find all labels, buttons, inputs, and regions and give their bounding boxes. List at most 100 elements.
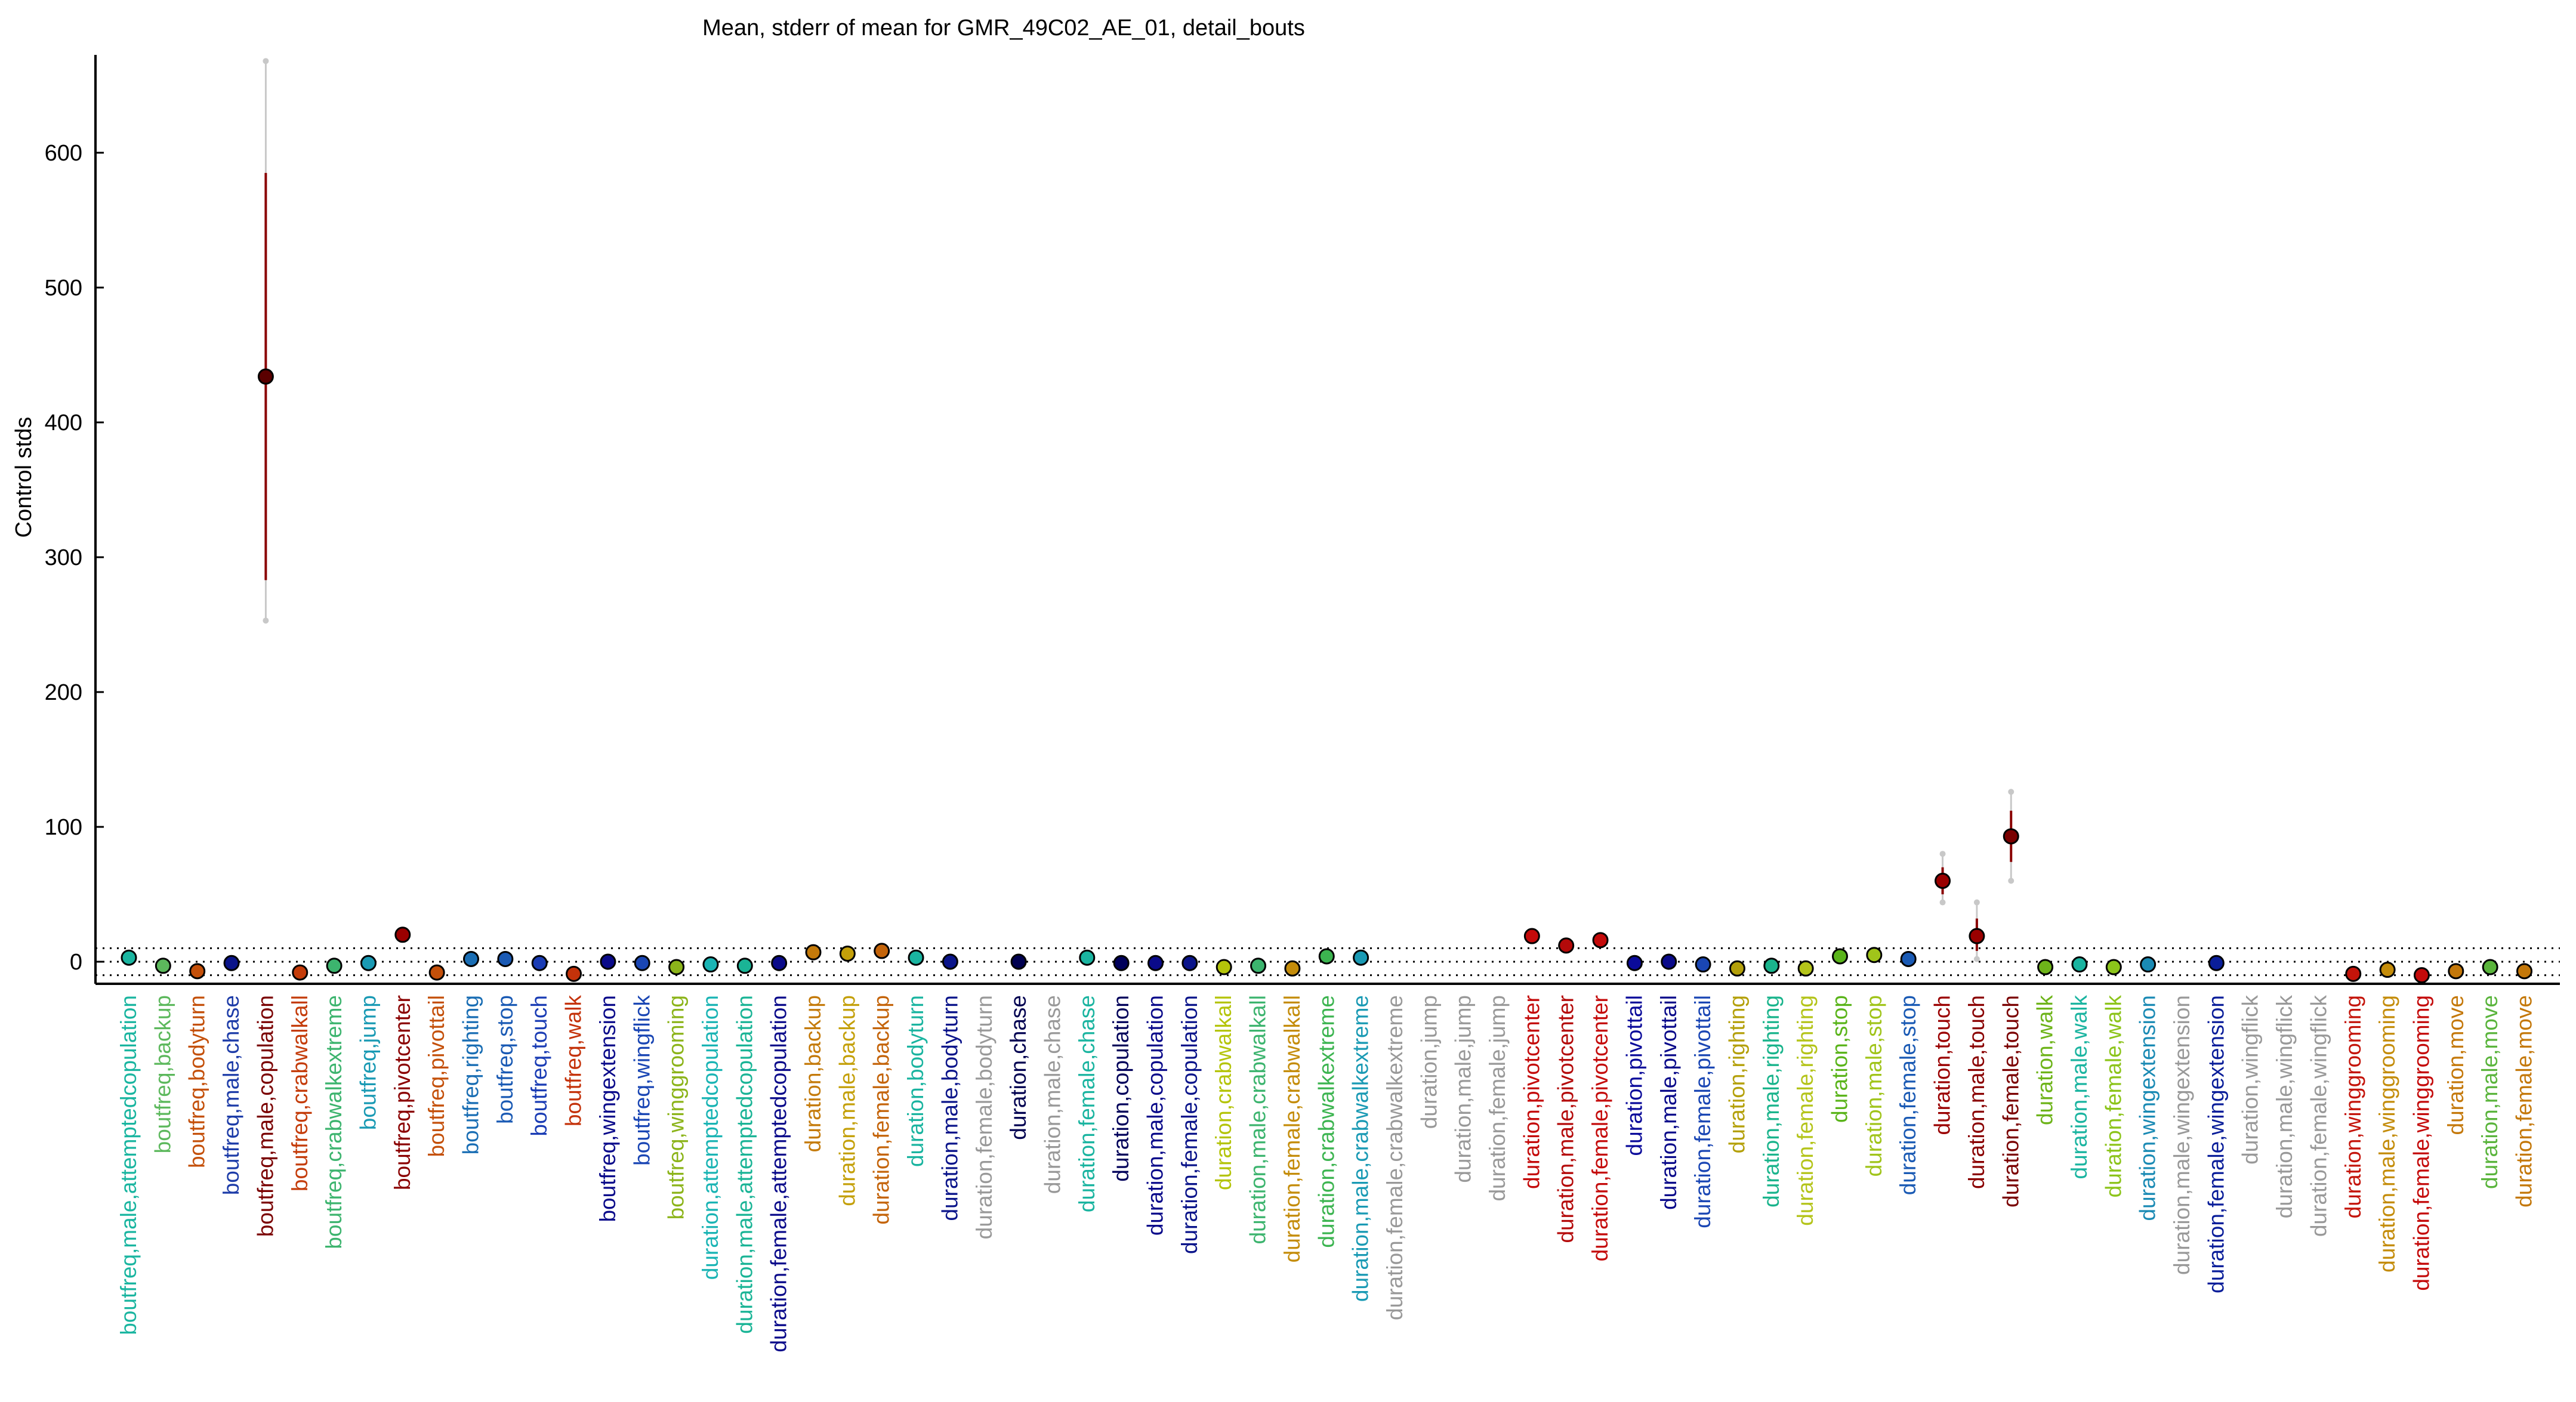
data-point: [1695, 956, 1711, 973]
data-point: [634, 955, 650, 971]
data-point: [1626, 955, 1643, 971]
x-tick-label: duration,male,backup: [835, 995, 859, 1206]
y-tick-label: 500: [45, 276, 82, 301]
data-point: [2140, 956, 2157, 973]
x-tick-label: duration,backup: [801, 995, 825, 1152]
x-tick-label: duration,attemptedcopulation: [698, 995, 723, 1280]
x-tick-label: boutfreq,crabwalkextreme: [322, 995, 346, 1249]
data-point: [2345, 965, 2362, 982]
x-tick-label: duration,male,wingextension: [2170, 995, 2194, 1275]
x-tick-label: duration,righting: [1724, 995, 1749, 1153]
data-point: [702, 956, 719, 973]
x-tick-label: duration,female,copulation: [1177, 995, 1202, 1254]
x-tick-label: duration,female,jump: [1485, 995, 1510, 1202]
x-tick-label: duration,female,backup: [869, 995, 894, 1225]
x-tick-label: boutfreq,male,attemptedcopulation: [116, 995, 141, 1335]
x-tick-label: duration,male,pivottail: [1656, 995, 1681, 1210]
data-point: [360, 955, 377, 971]
x-tick-label: duration,male,pivotcenter: [1554, 995, 1578, 1243]
data-point: [1079, 949, 1096, 966]
data-point: [2413, 967, 2430, 984]
data-point: [326, 958, 343, 974]
data-point: [2379, 962, 2396, 978]
x-tick-label: duration,bodyturn: [903, 995, 928, 1167]
x-tick-label: boutfreq,wingflick: [630, 995, 654, 1166]
x-tick-label: boutfreq,wingextension: [596, 995, 620, 1222]
data-point: [2071, 956, 2088, 973]
data-point: [394, 927, 411, 943]
data-point: [908, 949, 924, 966]
data-point: [805, 944, 822, 961]
x-tick-labels: boutfreq,male,attemptedcopulation boutfre…: [116, 995, 2537, 1352]
x-tick-label: duration,male,copulation: [1143, 995, 1168, 1236]
data-point: [1832, 948, 1848, 965]
x-tick-label: duration,male,walk: [2067, 995, 2091, 1179]
data-point: [1250, 958, 1267, 974]
x-tick-label: duration,male,move: [2478, 995, 2502, 1189]
data-point: [1866, 947, 1883, 964]
data-point: [1763, 958, 1780, 974]
data-point: [566, 965, 582, 982]
x-tick-label: duration,crabwalkall: [1211, 995, 1236, 1190]
data-point: [1729, 960, 1745, 977]
x-tick-label: duration,female,righting: [1793, 995, 1818, 1226]
data-point: [2482, 959, 2498, 975]
x-tick-label: duration,winggrooming: [2341, 995, 2365, 1218]
data-point: [2448, 963, 2464, 980]
error-bar-cap: [1973, 956, 1980, 962]
x-tick-label: duration,male,crabwalkall: [1246, 995, 1270, 1244]
x-tick-label: duration,female,walk: [2101, 995, 2125, 1198]
x-tick-label: duration,male,righting: [1759, 995, 1784, 1208]
data-point: [668, 959, 685, 975]
x-tick-label: boutfreq,touch: [527, 995, 551, 1137]
data-point: [1113, 955, 1130, 971]
x-tick-label: duration,chase: [1006, 995, 1031, 1140]
data-point: [1010, 953, 1027, 970]
data-point: [874, 943, 890, 959]
x-tick-label: duration,male,jump: [1451, 995, 1476, 1183]
y-tick-label: 200: [45, 680, 82, 705]
x-tick-label: duration,wingextension: [2136, 995, 2160, 1221]
x-tick-label: duration,stop: [1828, 995, 1852, 1123]
data-point: [1215, 959, 1232, 975]
x-tick-label: duration,female,wingflick: [2306, 995, 2331, 1237]
x-tick-label: boutfreq,walk: [562, 995, 586, 1127]
x-tick-label: boutfreq,backup: [150, 995, 175, 1153]
x-tick-label: duration,move: [2444, 995, 2468, 1135]
x-tick-label: duration,female,crabwalkextreme: [1383, 995, 1407, 1320]
x-tick-label: duration,male,touch: [1964, 995, 1989, 1189]
y-tick-label: 0: [70, 950, 82, 975]
data-point: [1523, 928, 1540, 944]
chart-title: Mean, stderr of mean for GMR_49C02_AE_01…: [702, 16, 1305, 41]
x-tick-label: duration,male,bodyturn: [937, 995, 962, 1221]
x-tick-label: duration,female,wingextension: [2204, 995, 2228, 1293]
data-point: [1935, 872, 1951, 889]
x-tick-label: duration,female,pivottail: [1690, 995, 1715, 1228]
error-bar-cap: [1939, 899, 1946, 906]
error-bars: [263, 58, 2014, 962]
x-tick-label: duration,female,move: [2512, 995, 2537, 1208]
data-point: [531, 955, 548, 971]
x-tick-label: duration,female,crabwalkall: [1280, 995, 1304, 1262]
data-point: [1147, 955, 1164, 971]
data-point: [942, 953, 958, 970]
data-point: [2037, 959, 2054, 975]
data-point: [257, 368, 274, 385]
x-tick-label: boutfreq,male,chase: [219, 995, 243, 1195]
data-point: [2516, 963, 2532, 980]
data-point: [121, 949, 137, 966]
x-tick-label: duration,female,attemptedcopulation: [767, 995, 791, 1352]
y-tick-label: 100: [45, 815, 82, 840]
data-point: [1318, 948, 1335, 965]
error-bar-cap: [2008, 789, 2014, 795]
x-tick-label: duration,walk: [2033, 995, 2057, 1126]
y-tick-label: 600: [45, 141, 82, 166]
x-tick-label: duration,female,stop: [1896, 995, 1920, 1195]
x-tick-label: duration,pivottail: [1622, 995, 1646, 1156]
x-tick-label: duration,female,pivotcenter: [1588, 995, 1612, 1261]
data-point: [292, 964, 308, 981]
data-point: [428, 964, 445, 981]
x-tick-label: duration,crabwalkextreme: [1314, 995, 1338, 1248]
x-tick-label: duration,male,winggrooming: [2375, 995, 2399, 1273]
